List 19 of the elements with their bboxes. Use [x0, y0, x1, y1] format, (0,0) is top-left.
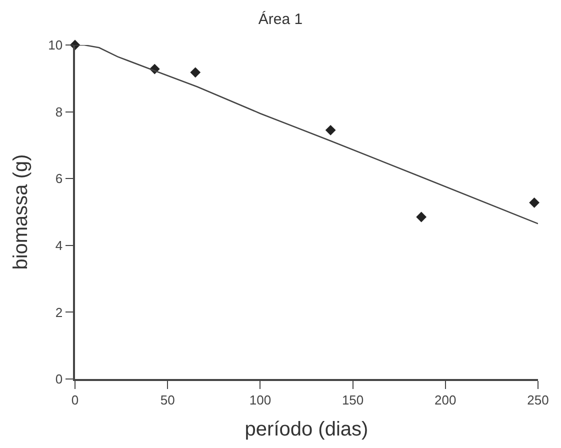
x-tick-label: 0 [71, 392, 79, 408]
y-tick-label: 4 [55, 238, 63, 253]
point [190, 67, 201, 78]
x-tick-label: 50 [160, 392, 175, 408]
y-axis-title: biomassa (g) [10, 154, 32, 270]
y-tick-label: 2 [55, 304, 63, 320]
chart-title: Área 1 [258, 10, 303, 28]
x-axis-title: período (dias) [244, 418, 368, 440]
y-tick-label: 6 [55, 171, 63, 186]
point [529, 197, 540, 208]
x-tick-label: 250 [527, 392, 549, 408]
x-tick-label: 150 [342, 392, 364, 408]
x-tick-label: 100 [249, 392, 272, 408]
y-tick-label: 8 [55, 104, 63, 120]
y-tick-label: 10 [48, 38, 63, 53]
point [416, 212, 427, 222]
point [325, 124, 336, 136]
y-tick-label: 0 [55, 372, 63, 387]
x-tick-label: 200 [434, 392, 456, 408]
